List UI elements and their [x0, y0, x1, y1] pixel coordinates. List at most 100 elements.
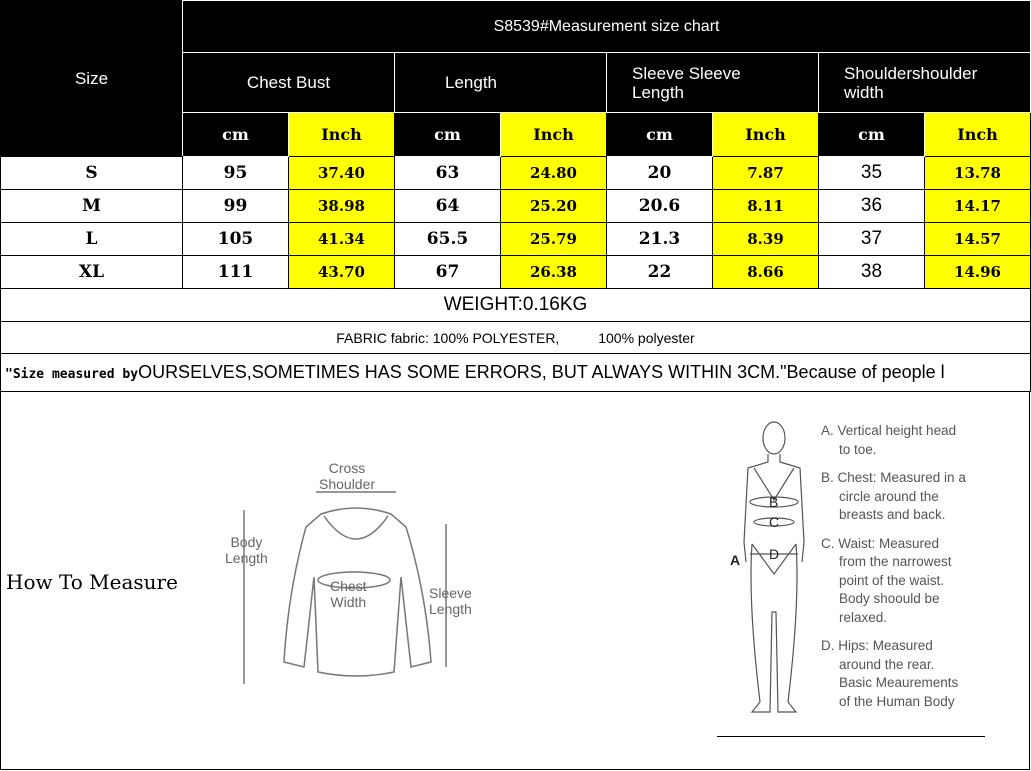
cm-cell: 36: [818, 189, 925, 223]
cm-cell: 20: [606, 156, 713, 190]
desc-line: C. Waist: Measured: [821, 535, 940, 551]
desc-line: D. Hips: Measured: [821, 638, 933, 653]
note-prefix: "Size measured by: [5, 367, 139, 382]
sleeve-line1: Sleeve: [429, 585, 472, 601]
cm-cell: 67: [394, 255, 501, 289]
table-row: M 99 38.98 64 25.20 20.6 8.11 36 14.17: [0, 189, 1031, 223]
col-length-label: Length: [445, 72, 497, 92]
inch-cell: 37.40: [288, 156, 395, 190]
body-label-c: C: [769, 514, 780, 530]
inch-cell: 8.66: [712, 255, 819, 289]
body-label-a: A: [730, 552, 741, 568]
desc-line: to toe.: [839, 441, 877, 457]
desc-c: C. Waist: Measured from the narrowest poin…: [821, 535, 966, 628]
desc-line: around the rear.: [839, 656, 935, 672]
unit-cm: cm: [818, 112, 925, 157]
desc-line: Basic Meaurements: [839, 675, 959, 690]
label-chest-width: Chest Width: [330, 578, 367, 610]
col-shoulder-width: Shouldershoulder width: [817, 52, 1031, 113]
desc-d: D. Hips: Measured around the rear. Basic M…: [821, 637, 966, 711]
inch-cell: 24.80: [500, 156, 607, 190]
chest-line1: Chest: [330, 578, 367, 594]
chest-line2: Width: [330, 594, 367, 610]
col-shoulder-line2: width: [844, 82, 884, 102]
cross-line2: Shoulder: [319, 476, 376, 492]
fabric: FABRIC fabric: 100% POLYESTER, 100% poly…: [0, 321, 1031, 354]
col-sleeve-line1: Sleeve Sleeve: [632, 63, 741, 83]
col-length: Length: [394, 52, 607, 113]
unit-inch: Inch: [923, 112, 1031, 157]
how-to-measure-section: How To Measure Cross Shoulder Body Length …: [0, 392, 1030, 770]
col-sleeve-length: Sleeve Sleeve Length: [606, 52, 819, 113]
col-chest-bust: Chest Bust: [182, 52, 395, 113]
desc-b: B. Chest: Measured in a circle around the…: [821, 469, 966, 525]
desc-line: breasts and back.: [839, 507, 946, 522]
label-cross-shoulder: Cross Shoulder: [319, 460, 375, 492]
cm-cell: 64: [394, 189, 501, 223]
inch-cell: 25.79: [500, 222, 607, 256]
inch-cell: 38.98: [288, 189, 395, 223]
garment-sketch: [243, 491, 447, 684]
unit-cm: cm: [606, 112, 713, 157]
label-sleeve-length: Sleeve Length: [429, 585, 472, 617]
desc-line: A. Vertical height head: [821, 423, 957, 438]
desc-a: A. Vertical height head to toe.: [821, 422, 966, 459]
inch-cell: 8.39: [712, 222, 819, 256]
divider: [717, 736, 985, 737]
cm-cell: 20.6: [606, 189, 713, 223]
sleeve-line2: Length: [429, 601, 472, 617]
desc-line: Body shoould be: [839, 591, 940, 606]
body-line2: Length: [225, 550, 268, 566]
inch-cell: 14.96: [923, 255, 1031, 289]
inch-cell: 25.20: [500, 189, 607, 223]
size-cell: L: [0, 222, 183, 256]
table-row: S 95 37.40 63 24.80 20 7.87 35 13.78: [0, 156, 1031, 190]
inch-cell: 14.17: [923, 189, 1031, 223]
cm-cell: 21.3: [606, 222, 713, 256]
size-header: Size: [0, 0, 183, 157]
unit-inch: Inch: [712, 112, 819, 157]
desc-line: relaxed.: [839, 609, 888, 625]
body-label-d: D: [769, 546, 780, 562]
cm-cell: 22: [606, 255, 713, 289]
desc-line: B. Chest: Measured in a: [821, 470, 966, 485]
cm-cell: 38: [818, 255, 925, 289]
size-cell: XL: [0, 255, 183, 289]
chart-title: S8539#Measurement size chart: [181, 0, 1031, 53]
cm-cell: 105: [182, 222, 289, 256]
size-note: "Size measured byOURSELVES,SOMETIMES HAS…: [0, 353, 1031, 392]
desc-line: point of the waist.: [839, 572, 945, 588]
size-cell: S: [0, 156, 183, 190]
inch-cell: 14.57: [923, 222, 1031, 256]
cross-line1: Cross: [328, 460, 366, 476]
unit-cm: cm: [182, 112, 289, 157]
cm-cell: 99: [182, 189, 289, 223]
col-sleeve-line2: Length: [632, 82, 684, 102]
cm-cell: 35: [818, 156, 925, 190]
inch-cell: 8.11: [712, 189, 819, 223]
cm-cell: 37: [818, 222, 925, 256]
unit-cm: cm: [394, 112, 501, 157]
label-body-length: Body Length: [225, 534, 268, 566]
body-label-b: B: [769, 494, 779, 510]
unit-inch: Inch: [500, 112, 607, 157]
measurement-descriptions: A. Vertical height head to toe. B. Chest:…: [821, 422, 966, 721]
inch-cell: 43.70: [288, 255, 395, 289]
cm-cell: 65.5: [394, 222, 501, 256]
cm-cell: 111: [182, 255, 289, 289]
unit-inch: Inch: [288, 112, 395, 157]
body-line1: Body: [230, 534, 263, 550]
desc-line: of the Human Body: [839, 693, 955, 709]
col-shoulder-line1: Shouldershoulder: [844, 63, 978, 83]
cm-cell: 63: [394, 156, 501, 190]
desc-line: circle around the: [839, 488, 939, 504]
cm-cell: 95: [182, 156, 289, 190]
inch-cell: 41.34: [288, 222, 395, 256]
weight: WEIGHT:0.16KG: [0, 288, 1031, 322]
note-rest: OURSELVES,SOMETIMES HAS SOME ERRORS, BUT…: [138, 362, 945, 382]
inch-cell: 26.38: [500, 255, 607, 289]
size-table: Size S8539#Measurement size chart Chest …: [0, 0, 1031, 392]
inch-cell: 7.87: [712, 156, 819, 190]
desc-line: from the narrowest: [839, 554, 952, 569]
